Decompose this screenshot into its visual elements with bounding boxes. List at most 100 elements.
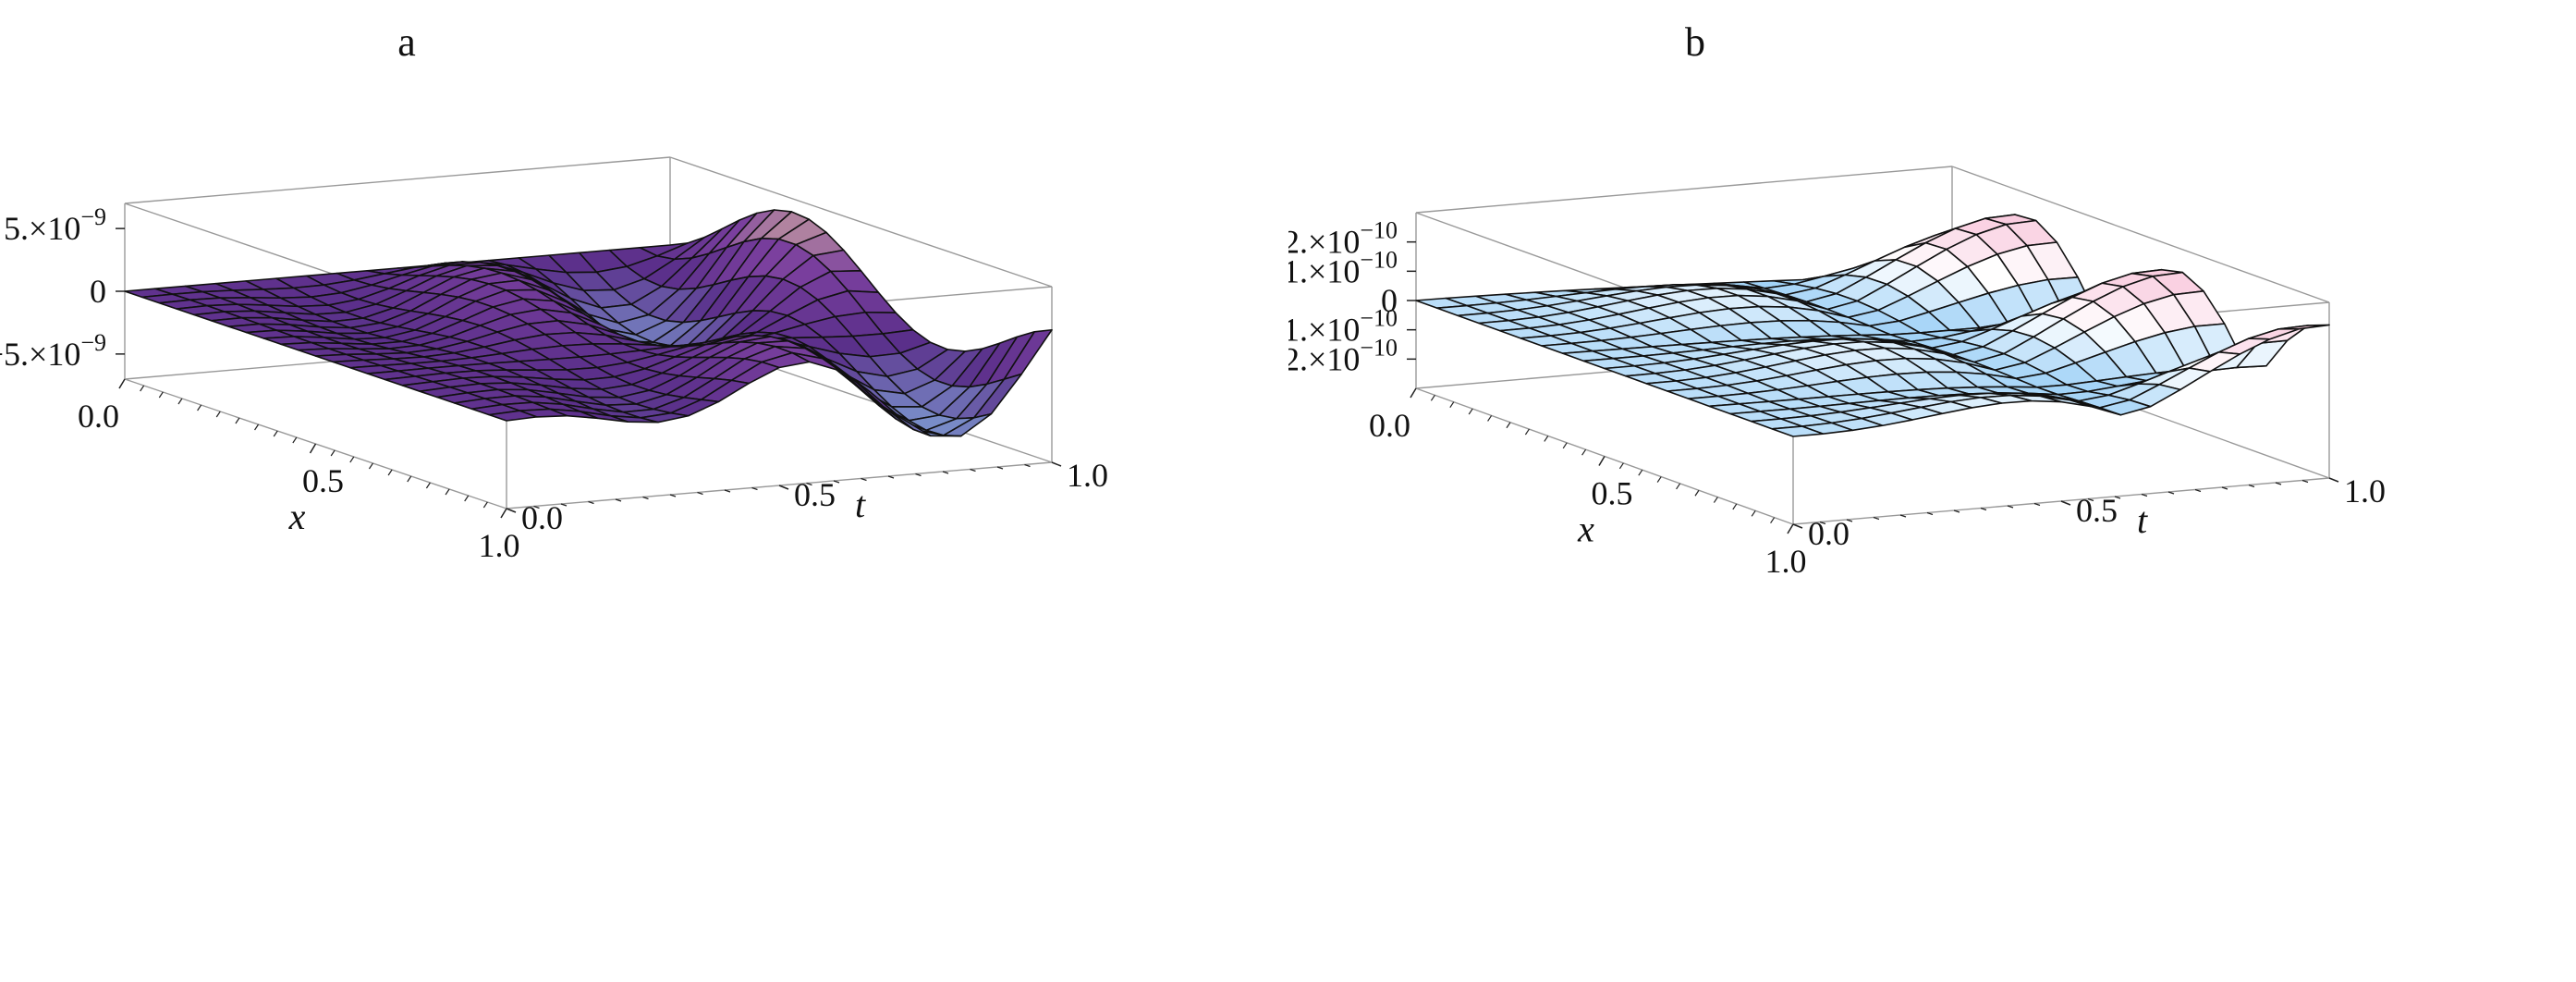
t-tick-mark [1051,461,1062,467]
x-minor-tick [368,462,373,470]
x-tick-label: 1.0 [479,527,520,564]
t-minor-tick [1980,507,1987,511]
x-minor-tick [1713,497,1718,503]
x-tick-mark [309,443,317,454]
axes: 0.0 0.5 1.0 x 0.0 0.5 1.0 t 5.×10−9 0 −5.×10−9 [0,203,1108,564]
x-minor-tick [273,430,278,437]
chart-panel-a: 0.0 0.5 1.0 x 0.0 0.5 1.0 t 5.×10−9 0 −5.×10−9 a [0,19,1108,564]
t-minor-tick [588,500,594,505]
t-minor-tick [2248,484,2255,488]
t-minor-tick [806,482,812,486]
x-minor-tick [1562,442,1568,449]
t-axis-label: t [2137,499,2148,541]
panel-title: a [397,19,416,65]
x-minor-tick [349,456,355,463]
x-minor-tick [1770,517,1776,523]
surface-patch [1771,425,1825,437]
t-minor-tick [915,473,922,477]
x-tick-label: 0.0 [1369,407,1410,444]
t-tick-label: 0.5 [2076,492,2118,529]
t-minor-tick [2033,502,2041,507]
z-tick-label: 0 [1381,282,1398,319]
surface-plot-b: 0.0 0.5 1.0 x 0.0 0.5 1.0 t 2.×10−101.×10−100−1.… [1288,19,2386,580]
z-tick-label: 1.×10−10 [1288,246,1398,289]
box-edge [1951,166,2330,303]
t-tick-mark [506,508,517,513]
t-minor-tick [560,503,568,507]
x-tick-mark [118,378,126,389]
z-tick-label: −2.×10−10 [1288,334,1398,377]
x-minor-tick [1449,401,1455,409]
x-minor-tick [464,495,470,502]
x-minor-tick [1751,509,1756,517]
x-minor-tick [1694,489,1700,497]
x-minor-tick [177,398,183,405]
t-minor-tick [1873,516,1880,521]
z-tick-label: −1.×10−10 [1288,305,1398,349]
t-minor-tick [833,480,840,484]
x-minor-tick [425,482,431,489]
x-tick-mark [1598,456,1605,466]
z-tick-label: 2.×10−10 [1288,217,1398,261]
t-tick-mark [1792,523,1803,529]
x-minor-tick [1430,395,1435,401]
box-edge [124,156,671,204]
t-minor-tick [1024,463,1031,468]
t-minor-tick [1926,511,1934,516]
t-minor-tick [2087,497,2094,502]
x-minor-tick [445,488,450,496]
x-tick-mark [1410,387,1417,399]
surface [124,209,1053,437]
t-minor-tick [642,496,649,500]
t-tick-label: 1.0 [1067,457,1108,494]
x-minor-tick [387,469,393,476]
panel-title: b [1685,19,1705,65]
t-minor-tick [2194,488,2202,493]
x-minor-tick [158,391,164,399]
x-minor-tick [1468,408,1473,415]
x-minor-tick [330,449,336,457]
t-minor-tick [996,466,1004,470]
x-minor-tick [1524,428,1530,436]
x-tick-label: 0.5 [302,462,344,499]
x-tick-mark [1787,523,1794,534]
box-edge [669,156,1053,288]
t-minor-tick [2275,482,2282,485]
t-minor-tick [2167,491,2175,495]
x-minor-tick [1487,415,1493,422]
t-tick-mark [2328,477,2339,483]
x-minor-tick [1581,448,1587,456]
t-minor-tick [2141,493,2148,497]
t-tick-mark [2060,500,2071,506]
x-minor-tick [1544,436,1549,442]
box-edge [1415,166,1953,214]
x-minor-tick [1618,462,1624,470]
t-tick-label: 0.0 [521,499,563,536]
t-minor-tick [1819,521,1826,525]
t-tick-mark [778,485,789,490]
x-tick-label: 0.0 [78,398,119,435]
x-minor-tick [1656,476,1662,483]
t-minor-tick [861,477,867,482]
t-minor-tick [697,491,703,496]
t-minor-tick [533,505,540,509]
x-tick-label: 0.5 [1592,475,1633,512]
t-minor-tick [2007,505,2014,509]
x-axis-label: x [1577,509,1594,550]
t-axis-label: t [855,484,866,525]
surface [1415,214,2330,437]
x-minor-tick [1638,469,1643,476]
x-minor-tick [1676,483,1681,490]
x-minor-tick [1506,422,1511,429]
t-minor-tick [2301,479,2309,484]
surface-plot-a: 0.0 0.5 1.0 x 0.0 0.5 1.0 t 5.×10−9 0 −5.×10−9 a [0,19,1108,564]
axes: 0.0 0.5 1.0 x 0.0 0.5 1.0 t 2.×10−101.×10−100−1.… [1288,217,2386,580]
t-minor-tick [669,494,677,497]
surface-patch [488,410,538,422]
t-minor-tick [615,498,622,502]
chart-panel-b: 0.0 0.5 1.0 x 0.0 0.5 1.0 t 2.×10−101.×10−100−1.… [1288,0,2576,982]
t-minor-tick [1953,509,1960,513]
t-minor-tick [751,486,758,491]
x-axis-label: x [288,496,306,537]
t-tick-label: 0.5 [794,476,836,513]
